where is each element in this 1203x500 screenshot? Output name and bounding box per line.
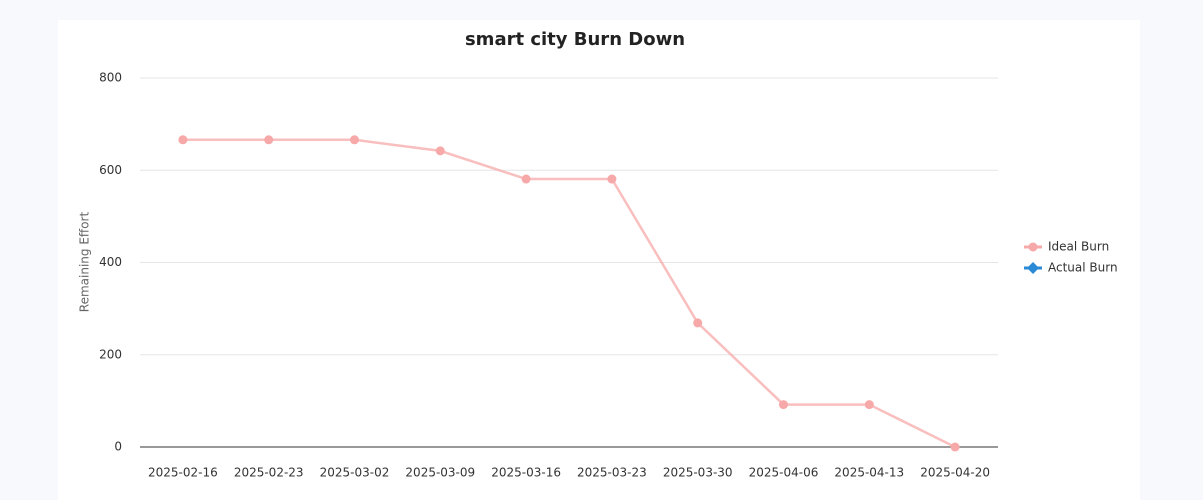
y-tick-label: 800 [99,71,122,85]
x-tick-label: 2025-04-13 [834,466,904,480]
x-tick-label: 2025-04-20 [920,466,990,480]
y-axis-label: Remaining Effort [78,212,92,313]
legend-marker [1028,242,1038,252]
legend-marker [1027,262,1039,274]
legend-label: Ideal Burn [1048,240,1109,254]
data-point [779,400,788,410]
y-tick-label: 200 [99,347,122,361]
legend-label: Actual Burn [1048,261,1118,275]
series-line [182,138,956,449]
y-tick-label: 600 [99,163,122,177]
data-point [607,174,617,184]
y-tick-label: 400 [99,255,122,269]
x-tick-label: 2025-03-09 [405,466,475,480]
chart-title: smart city Burn Down [465,29,685,50]
data-point [178,135,188,145]
x-tick-label: 2025-02-23 [234,466,304,480]
chart-card [58,20,1140,500]
x-tick-label: 2025-03-02 [320,466,390,480]
x-tick-label: 2025-03-30 [663,466,733,480]
x-tick-label: 2025-03-16 [491,466,561,480]
x-tick-label: 2025-04-06 [749,466,819,480]
data-point [350,135,359,145]
data-point [264,135,274,145]
data-point [950,442,960,452]
y-tick-label: 0 [114,440,122,454]
data-point [521,174,531,184]
data-point [435,146,445,156]
x-tick-label: 2025-02-16 [148,466,218,480]
data-point [864,400,874,410]
data-point [693,318,703,328]
x-tick-label: 2025-03-23 [577,466,647,480]
